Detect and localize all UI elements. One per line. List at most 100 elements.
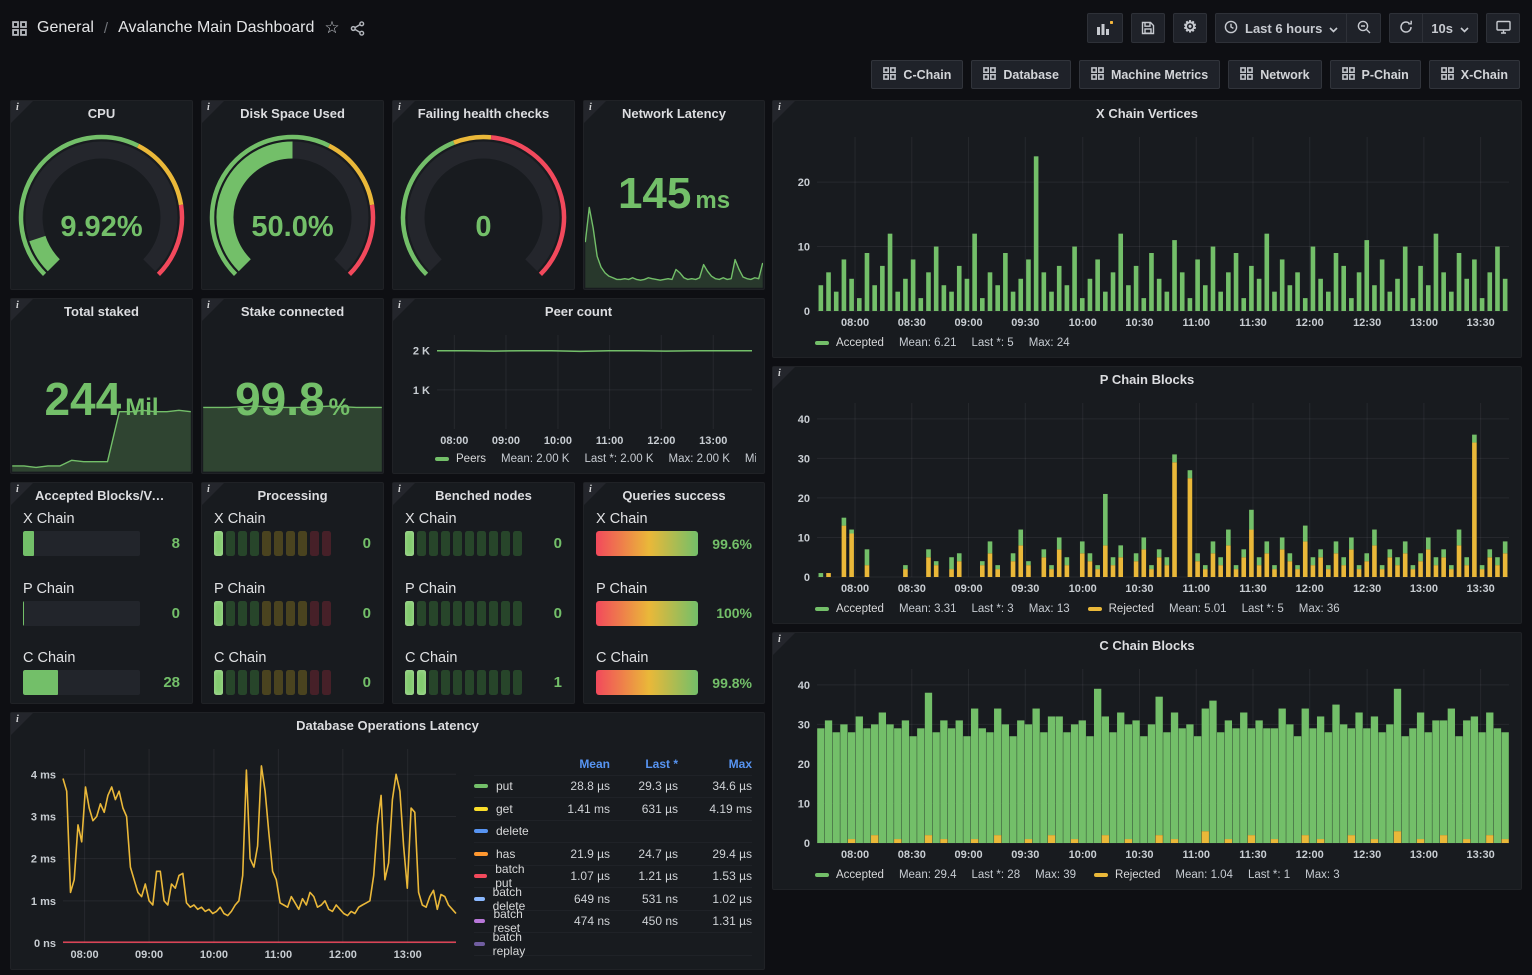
legend-stat: Last *: 28 xyxy=(971,869,1021,881)
svg-text:30: 30 xyxy=(798,453,810,465)
dashboard-link-x-chain[interactable]: X-Chain xyxy=(1428,60,1520,89)
dashboards-grid-icon[interactable] xyxy=(12,20,27,36)
led-segment xyxy=(226,670,235,695)
panel-info-corner[interactable] xyxy=(393,101,415,123)
panel-info-corner[interactable] xyxy=(202,101,224,123)
latency-sparkline[interactable] xyxy=(585,205,763,288)
db-header-max[interactable]: Max xyxy=(728,756,752,771)
cpu-gauge xyxy=(18,134,185,276)
legend-series-name[interactable]: Rejected xyxy=(1108,603,1155,615)
svg-text:13:30: 13:30 xyxy=(1467,317,1495,329)
save-dashboard-button[interactable] xyxy=(1131,13,1165,43)
legend-series-name[interactable]: Accepted xyxy=(836,603,884,615)
refresh-button[interactable] xyxy=(1389,13,1424,43)
panel-info-corner[interactable] xyxy=(584,483,606,505)
legend-stat: Max: 36 xyxy=(1298,603,1340,615)
panel-info-corner[interactable] xyxy=(393,299,415,321)
panel-title[interactable]: Total staked xyxy=(64,304,139,319)
panel-title[interactable]: CPU xyxy=(87,106,116,121)
panel-title[interactable]: C Chain Blocks xyxy=(1099,638,1195,653)
db-series-name[interactable]: batch reset xyxy=(474,907,542,935)
panel-title[interactable]: Disk Space Used xyxy=(240,106,345,121)
legend-series-name[interactable]: Peers xyxy=(456,453,487,465)
share-icon[interactable] xyxy=(350,20,365,36)
svg-text:30: 30 xyxy=(798,719,810,731)
dashboard-link-network[interactable]: Network xyxy=(1228,60,1322,89)
panel-title[interactable]: X Chain Vertices xyxy=(1096,106,1198,121)
db-series-name[interactable]: batch replay xyxy=(474,930,542,958)
panel-info-corner[interactable] xyxy=(393,483,415,505)
legend-series-name[interactable]: Rejected xyxy=(1115,869,1161,881)
panel-title[interactable]: Stake connected xyxy=(240,304,345,319)
panel-info-corner[interactable] xyxy=(11,299,33,321)
dashboard-settings-button[interactable]: ⚙ xyxy=(1173,13,1207,43)
panel-info-corner[interactable] xyxy=(11,483,33,505)
db-series-name[interactable]: batch delete xyxy=(474,885,542,913)
db-series-name[interactable]: delete xyxy=(474,824,542,838)
x-chain-vertices-chart[interactable]: 08:00 08:30 09:00 09:30 10:00 10:30 11:00 11:30… xyxy=(777,129,1517,331)
panel-title[interactable]: Benched nodes xyxy=(435,488,532,503)
panel-info-corner[interactable] xyxy=(202,299,224,321)
stake-connected-value: 99.8 xyxy=(235,373,325,426)
led-segment xyxy=(298,600,307,626)
led-segment xyxy=(322,600,331,626)
panel-title[interactable]: P Chain Blocks xyxy=(1099,372,1195,387)
led-segment xyxy=(477,531,486,556)
bar-gauge-track xyxy=(23,670,140,695)
panel-title[interactable]: Peer count xyxy=(544,304,613,319)
bar-gauge-track xyxy=(23,600,140,626)
refresh-interval-picker[interactable]: 10s xyxy=(1423,13,1478,43)
db-latency-chart[interactable]: 08:00 09:00 10:00 11:00 12:00 13:00 0 ns 1 ms 2 … xyxy=(15,741,464,963)
panel-title[interactable]: Queries success xyxy=(622,488,726,503)
time-range-label: Last 6 hours xyxy=(1245,20,1323,36)
panel-title[interactable]: Accepted Blocks/Ve... xyxy=(35,488,168,503)
bar-gauge-label: P Chain xyxy=(23,580,75,597)
zoom-out-time-button[interactable] xyxy=(1347,13,1382,43)
legend-series-name[interactable]: Accepted xyxy=(836,337,884,349)
p-chain-blocks-chart[interactable]: 08:00 08:30 09:00 09:30 10:00 10:30 11:00 11:30… xyxy=(777,395,1517,597)
dashboard-link-machine-metrics[interactable]: Machine Metrics xyxy=(1078,60,1221,89)
panel-info-corner[interactable] xyxy=(773,101,795,123)
dashboard-link-database[interactable]: Database xyxy=(971,60,1071,89)
legend-swatch xyxy=(474,784,488,789)
dashboard-link-p-chain[interactable]: P-Chain xyxy=(1329,60,1421,89)
legend-series-name[interactable]: Accepted xyxy=(836,869,884,881)
breadcrumb-section[interactable]: General xyxy=(37,19,94,36)
breadcrumb-separator: / xyxy=(103,19,109,37)
svg-text:10: 10 xyxy=(798,798,810,810)
c-chain-blocks-chart[interactable]: 08:00 08:30 09:00 09:30 10:00 10:30 11:00 11:30… xyxy=(777,661,1517,863)
db-cell-mean: 1.41 ms xyxy=(567,801,610,816)
info-icon: i xyxy=(207,102,210,113)
panel-info-corner[interactable] xyxy=(11,713,33,735)
led-gauge-track xyxy=(214,531,331,556)
kiosk-mode-button[interactable] xyxy=(1486,13,1520,43)
panel-info-corner[interactable] xyxy=(202,483,224,505)
db-header-last[interactable]: Last * xyxy=(645,756,678,771)
db-series-name[interactable]: get xyxy=(474,802,542,816)
led-gauge-row: X Chain 0 xyxy=(405,511,562,556)
panel-title[interactable]: Database Operations Latency xyxy=(296,718,479,733)
panel-title[interactable]: Processing xyxy=(257,488,328,503)
db-series-label: delete xyxy=(496,824,529,839)
dashboard-link-c-chain[interactable]: C-Chain xyxy=(871,60,964,89)
staked-sparkline[interactable] xyxy=(12,329,191,472)
db-series-name[interactable]: has xyxy=(474,847,542,861)
panel-info-corner[interactable] xyxy=(773,633,795,655)
star-icon[interactable]: ☆ xyxy=(324,18,340,37)
db-legend-row: has 21.9 µs 24.7 µs 29.4 µs xyxy=(474,843,752,866)
db-header-mean[interactable]: Mean xyxy=(579,756,610,771)
svg-text:0: 0 xyxy=(804,572,810,584)
panel-info-corner[interactable] xyxy=(11,101,33,123)
db-table-header: Mean Last * Max xyxy=(474,753,752,776)
db-series-name[interactable]: put xyxy=(474,779,542,793)
panel-title[interactable]: Network Latency xyxy=(621,106,727,121)
panel-title[interactable]: Failing health checks xyxy=(417,106,550,121)
breadcrumb-title[interactable]: Avalanche Main Dashboard xyxy=(118,19,315,36)
db-series-name[interactable]: batch put xyxy=(474,862,542,890)
add-panel-button[interactable] xyxy=(1087,13,1123,43)
peer-count-chart[interactable]: 08:00 09:00 10:00 11:00 12:00 13:00 1 K 2 K xyxy=(397,327,760,449)
stake-connected-sparkline[interactable] xyxy=(203,329,382,472)
panel-info-corner[interactable] xyxy=(584,101,606,123)
time-range-picker[interactable]: Last 6 hours xyxy=(1215,13,1348,43)
panel-info-corner[interactable] xyxy=(773,367,795,389)
